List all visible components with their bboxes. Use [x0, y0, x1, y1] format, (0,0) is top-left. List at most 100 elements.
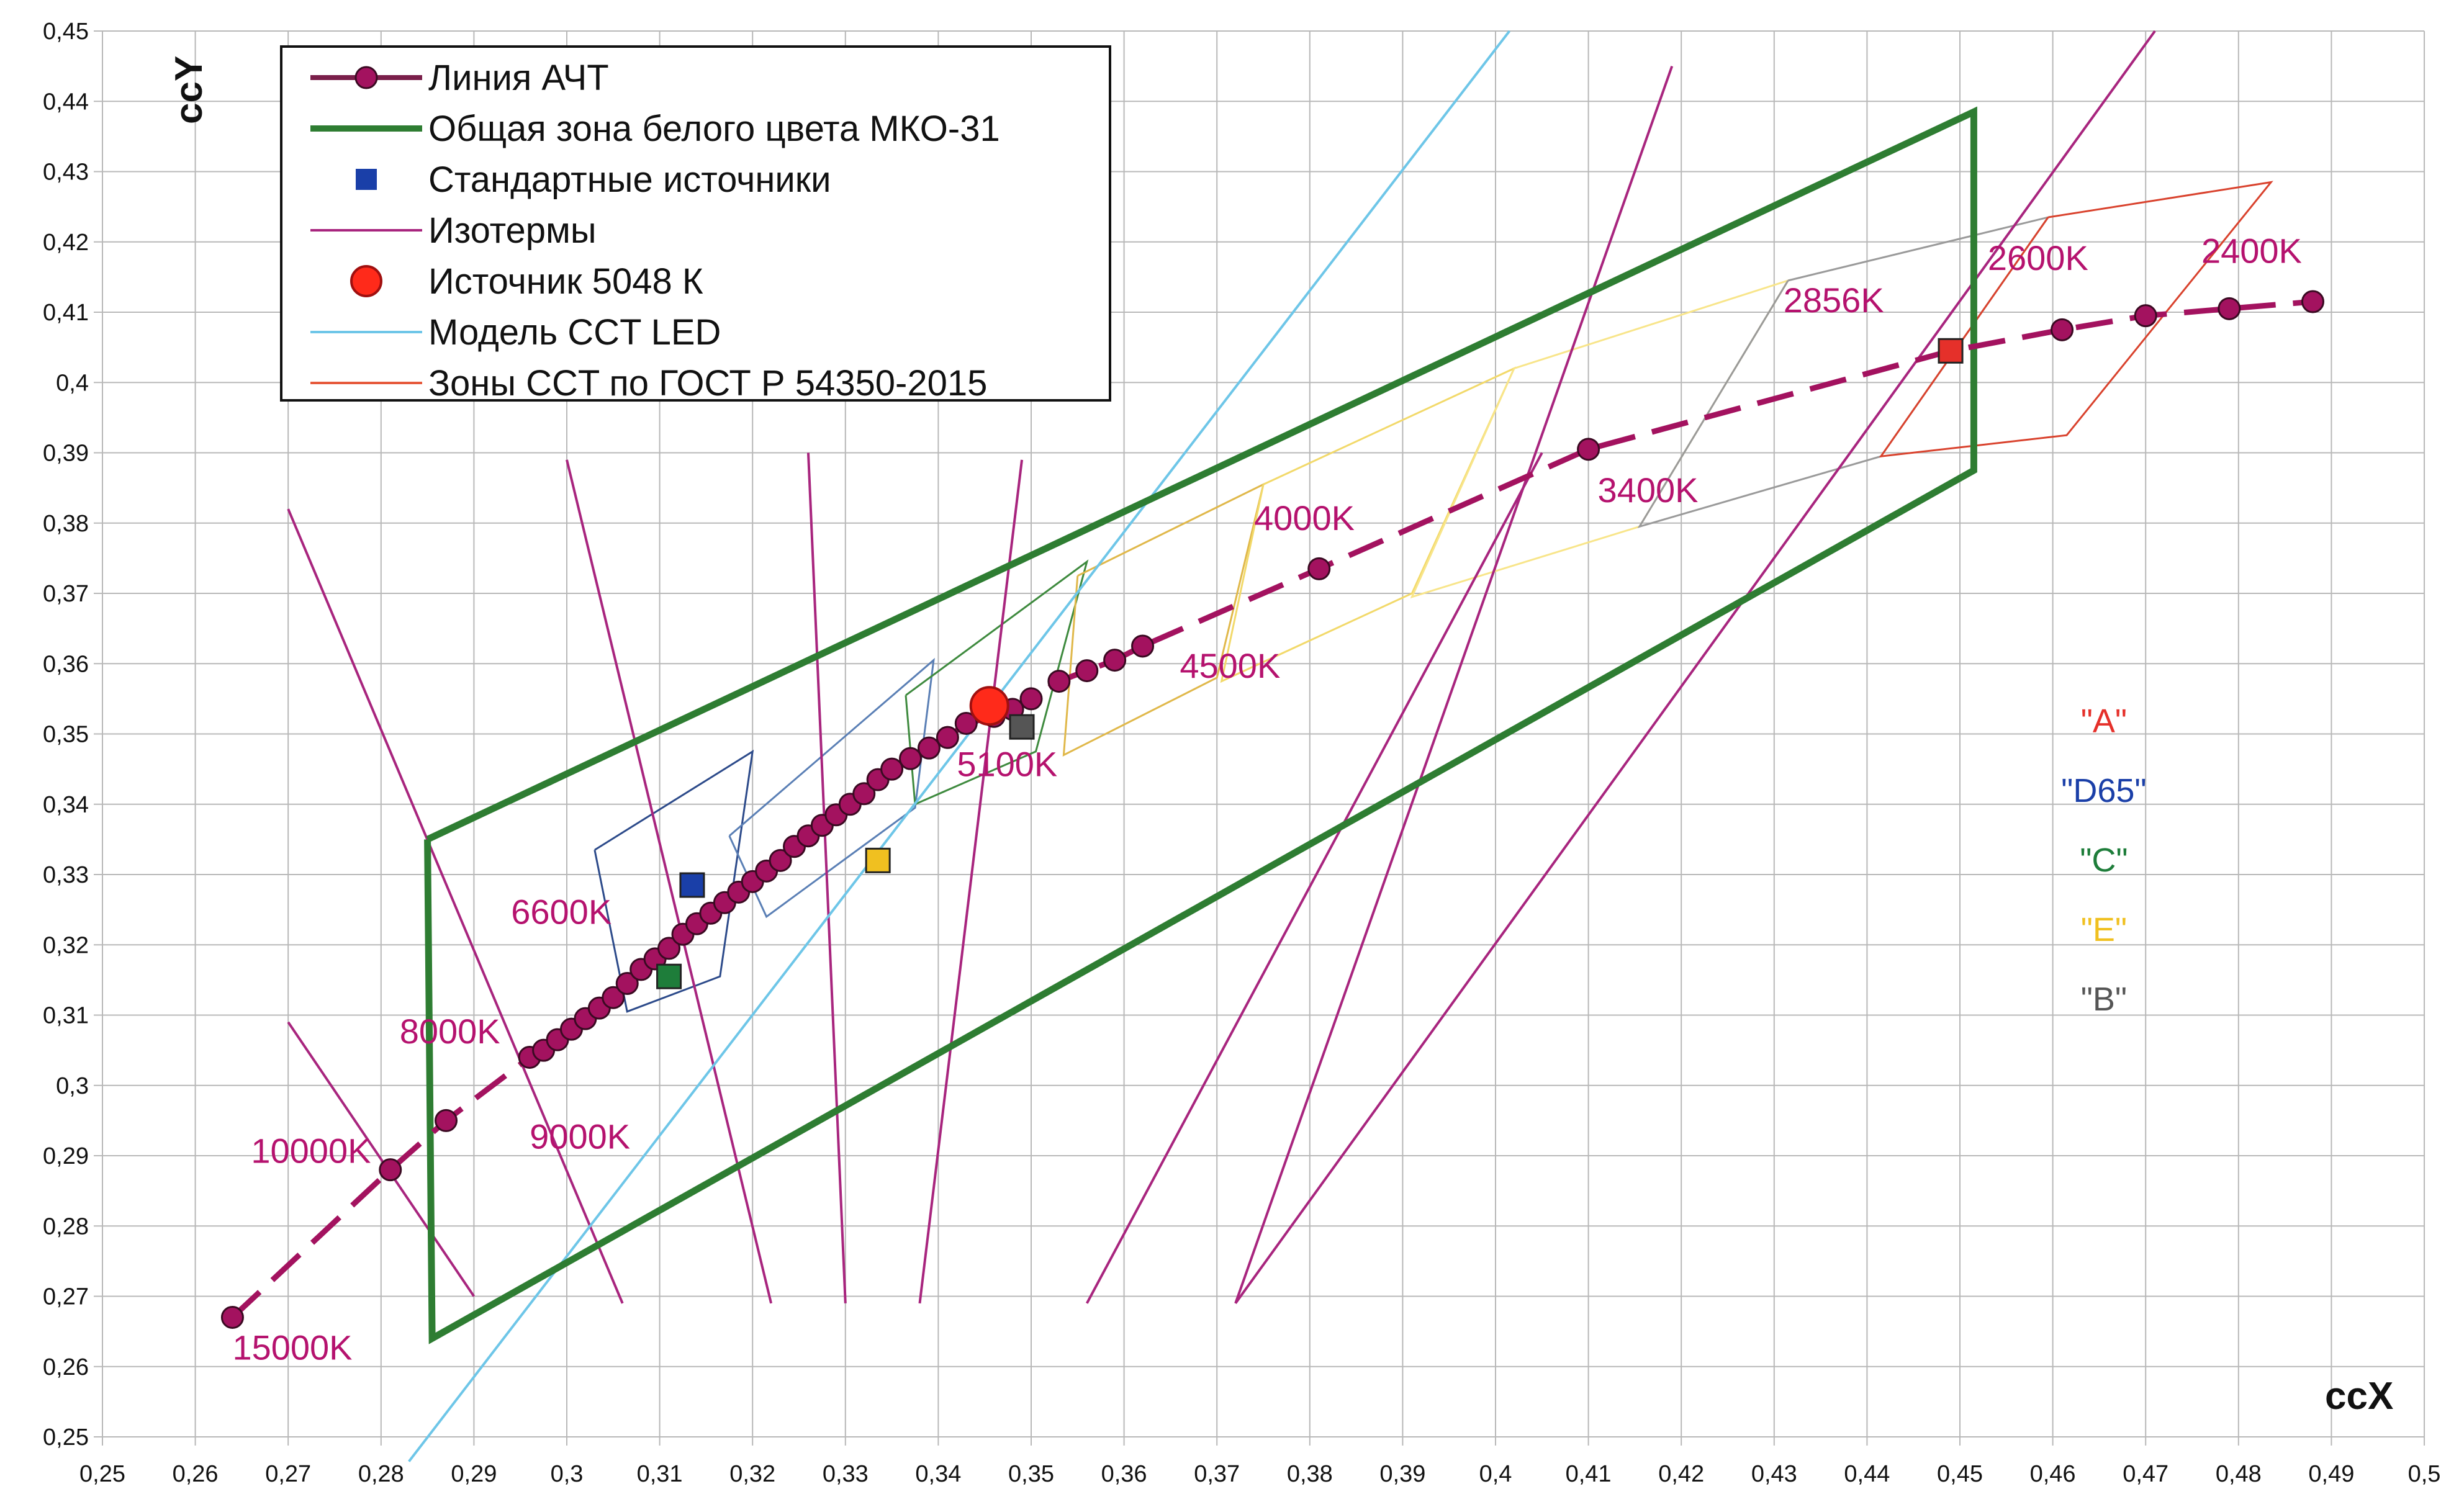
- blackbody-point: [435, 1109, 458, 1132]
- y-tick-label: 0,29: [43, 1143, 89, 1169]
- y-tick-label: 0,27: [43, 1284, 89, 1310]
- blackbody-point: [880, 757, 904, 781]
- y-tick-label: 0,3: [56, 1073, 89, 1099]
- legend-label: Модель CCT LED: [428, 312, 721, 353]
- y-tick-label: 0,41: [43, 300, 89, 326]
- cie-white-zone-outline: [424, 106, 1977, 1344]
- y-tick-label: 0,45: [43, 19, 89, 45]
- isotherm-line: [1234, 65, 1674, 1304]
- legend-box: [280, 45, 1111, 402]
- gost-zone: [1879, 181, 2273, 458]
- x-tick-label: 0,26: [173, 1461, 219, 1487]
- x-tick-label: 0,28: [358, 1461, 404, 1487]
- temperature-labels: 15000K 10000K 9000K 8000K 6600K 5100K 4500K 400…: [232, 232, 2301, 1367]
- blackbody-point: [615, 972, 639, 996]
- standard-source-marker: [1009, 714, 1035, 740]
- x-tick-label: 0,5: [2408, 1461, 2441, 1487]
- y-tick-label: 0,34: [43, 792, 89, 818]
- y-tick-label: 0,39: [43, 441, 89, 467]
- y-tick-label: 0,43: [43, 160, 89, 186]
- temperature-label: 4500K: [1180, 646, 1280, 685]
- blackbody-point: [899, 747, 923, 770]
- y-tick-labels: 0,25 0,26 0,27 0,28 0,29 0,3 0,31 0,32 0,33 0,34 0…: [43, 19, 89, 1451]
- blackbody-point: [1307, 557, 1331, 580]
- x-axis-label: ccX: [2325, 1375, 2393, 1418]
- x-tick-label: 0,32: [729, 1461, 775, 1487]
- legend-label: Линия АЧТ: [428, 58, 609, 98]
- blackbody-point: [1131, 634, 1155, 658]
- legend-symbol-square: [356, 169, 377, 190]
- x-tick-label: 0,29: [451, 1461, 497, 1487]
- isotherm-line: [806, 452, 847, 1303]
- x-tick-label: 0,41: [1566, 1461, 1612, 1487]
- x-tick-labels: 0,25 0,26 0,27 0,28 0,29 0,3 0,31 0,32 0,33 0,34 0…: [79, 1461, 2440, 1487]
- legend-symbol-dot: [354, 66, 378, 89]
- standard-source-label: "C": [2080, 842, 2128, 879]
- blackbody-point: [1103, 649, 1127, 672]
- led-model-line: [408, 30, 1511, 1462]
- temperature-label: 2600K: [1988, 238, 2088, 277]
- y-tick-label: 0,36: [43, 651, 89, 677]
- gost-zone: [1220, 366, 1516, 683]
- x-tick-label: 0,31: [637, 1461, 683, 1487]
- x-tick-label: 0,35: [1008, 1461, 1054, 1487]
- x-tick-label: 0,48: [2216, 1461, 2262, 1487]
- x-tick-label: 0,37: [1194, 1461, 1240, 1487]
- blackbody-line: [220, 290, 2324, 1329]
- blackbody-point: [1577, 438, 1600, 461]
- x-tick-label: 0,38: [1287, 1461, 1333, 1487]
- legend-label: Источник 5048 К: [428, 261, 703, 302]
- temperature-label: 9000K: [530, 1117, 630, 1156]
- blackbody-point: [769, 848, 792, 872]
- x-tick-label: 0,45: [1937, 1461, 1983, 1487]
- legend-label: Стандартные источники: [428, 160, 831, 200]
- y-tick-label: 0,25: [43, 1424, 89, 1451]
- legend-label: Изотермы: [428, 210, 597, 251]
- standard-source-marker: [865, 847, 891, 873]
- blackbody-point: [2301, 290, 2324, 313]
- legend-symbol-circle: [350, 265, 382, 297]
- x-tick-label: 0,43: [1751, 1461, 1797, 1487]
- temperature-label: 3400K: [1598, 470, 1699, 510]
- temperature-label: 4000K: [1254, 498, 1355, 538]
- y-tick-label: 0,44: [43, 89, 89, 115]
- x-tick-label: 0,34: [915, 1461, 961, 1487]
- temperature-label: 2856K: [1784, 281, 1884, 320]
- isotherm-line: [918, 459, 1024, 1304]
- isotherm-line: [287, 508, 624, 1304]
- blackbody-point: [954, 712, 978, 736]
- temperature-label: 10000K: [251, 1131, 371, 1170]
- y-tick-label: 0,31: [43, 1003, 89, 1029]
- legend-label: Зоны CCT по ГОСТ Р 54350-2015: [428, 363, 987, 403]
- temperature-label: 6600K: [511, 892, 611, 931]
- standard-source-marker: [679, 872, 705, 898]
- blackbody-point: [2134, 304, 2157, 328]
- blackbody-point: [852, 782, 876, 806]
- cie-white-zone: [424, 106, 1977, 1344]
- x-tick-label: 0,33: [823, 1461, 869, 1487]
- y-tick-label: 0,32: [43, 932, 89, 958]
- source-labels: "A" "D65" "C" "E" "B": [2061, 703, 2146, 1018]
- x-tick-label: 0,47: [2123, 1461, 2168, 1487]
- isotherm-line: [1085, 452, 1543, 1304]
- legend-label: Общая зона белого цвета МКО-31: [428, 109, 1000, 149]
- isotherms: [287, 30, 2156, 1304]
- gost-zone: [1062, 482, 1265, 757]
- blackbody-point: [1047, 670, 1071, 693]
- blackbody-point: [936, 726, 959, 749]
- y-tick-label: 0,26: [43, 1354, 89, 1380]
- temperature-label: 15000K: [232, 1328, 352, 1367]
- source-5048-group: [969, 686, 1009, 726]
- standard-sources: [656, 338, 1964, 989]
- y-axis-label: ccY: [168, 56, 210, 124]
- x-tick-label: 0,44: [1844, 1461, 1890, 1487]
- blackbody-point: [657, 937, 681, 960]
- x-tick-label: 0,42: [1658, 1461, 1704, 1487]
- x-tick-label: 0,25: [79, 1461, 125, 1487]
- standard-source-marker: [1938, 338, 1964, 364]
- gost-zone: [593, 749, 754, 1013]
- blackbody-point: [2218, 297, 2241, 320]
- blackbody-point: [1019, 687, 1043, 711]
- source-5048-marker: [969, 686, 1009, 726]
